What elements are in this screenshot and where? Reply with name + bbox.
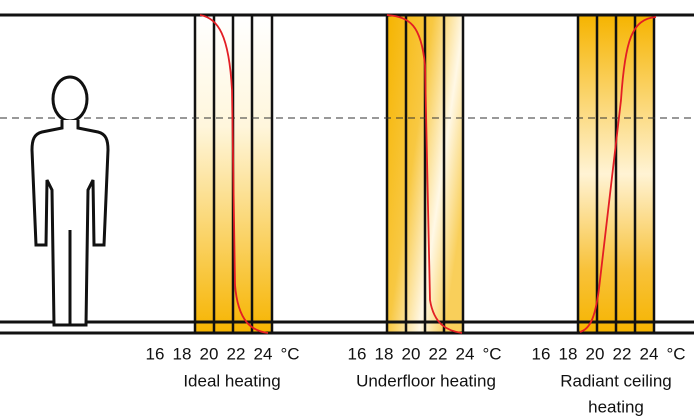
tick-label: 22 (429, 344, 448, 363)
person (30, 75, 110, 327)
temperature-curves (199, 14, 657, 334)
tick-label: °C (666, 344, 685, 363)
tick-label: 24 (254, 344, 273, 363)
tick-label: 18 (173, 344, 192, 363)
tick-label: 22 (613, 344, 632, 363)
caption: Radiant ceiling (560, 371, 672, 390)
tick-label: 16 (348, 344, 367, 363)
column-lines (193, 15, 656, 333)
tick-label: 24 (640, 344, 659, 363)
tick-label: 20 (586, 344, 605, 363)
tick-label: 18 (375, 344, 394, 363)
caption: heating (588, 397, 644, 416)
tick-label: °C (482, 344, 501, 363)
caption: Underfloor heating (356, 371, 496, 390)
tick-label: 20 (402, 344, 421, 363)
tick-label: °C (280, 344, 299, 363)
tick-label: 24 (456, 344, 475, 363)
tick-label: 22 (227, 344, 246, 363)
tick-label: 20 (200, 344, 219, 363)
caption: Ideal heating (183, 371, 280, 390)
floor-ceiling (0, 13, 694, 335)
tick-label: 16 (532, 344, 551, 363)
tick-label: 16 (146, 344, 165, 363)
tick-label: 18 (559, 344, 578, 363)
